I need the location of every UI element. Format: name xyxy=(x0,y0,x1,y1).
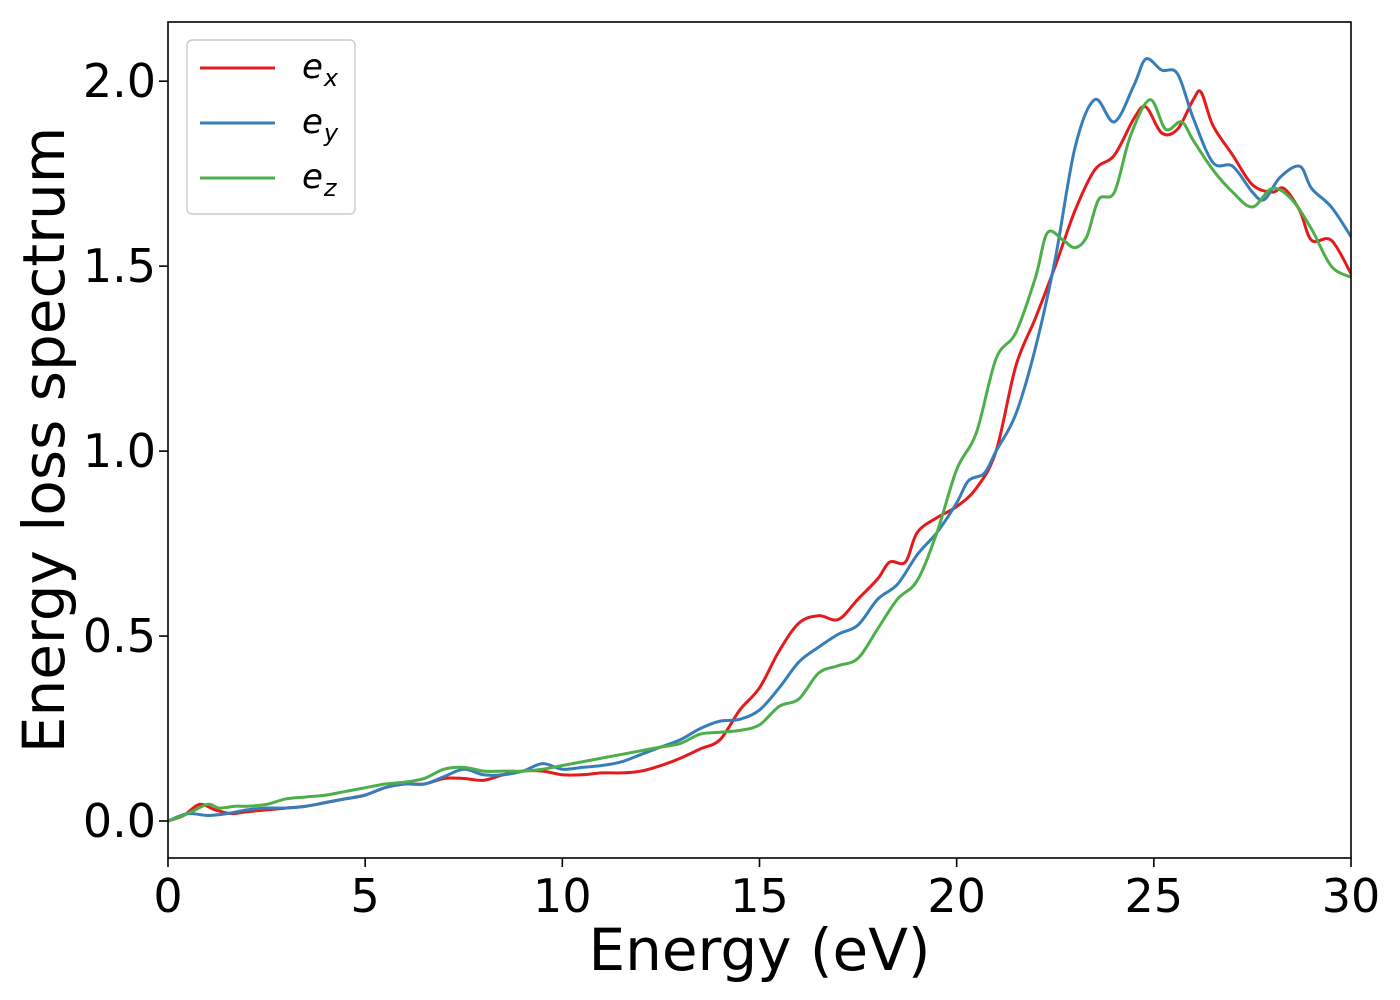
y-axis-ticks: 0.0 0.5 1.0 1.5 2.0 xyxy=(83,54,168,848)
x-tick-label: 5 xyxy=(351,869,380,923)
x-axis-ticks: 0 5 10 15 20 25 30 xyxy=(153,858,1380,923)
legend-box xyxy=(186,39,356,215)
legend-label: ex xyxy=(302,47,339,92)
x-tick-label: 30 xyxy=(1322,869,1381,923)
y-tick-label: 0.5 xyxy=(83,609,156,663)
x-tick-label: 25 xyxy=(1125,869,1184,923)
legend-entry-e-y: ey xyxy=(200,102,339,147)
series-line-e-y xyxy=(168,57,1351,823)
y-tick-label: 1.5 xyxy=(83,239,156,293)
series-layer xyxy=(168,57,1351,823)
y-axis-title: Energy loss spectrum xyxy=(10,127,78,753)
legend-label: ey xyxy=(302,102,339,147)
x-tick-label: 20 xyxy=(927,869,986,923)
y-tick-label: 1.0 xyxy=(83,424,156,478)
series-line-e-z xyxy=(168,98,1351,823)
x-tick-label: 0 xyxy=(153,869,182,923)
x-tick-label: 10 xyxy=(533,869,592,923)
x-axis-title: Energy (eV) xyxy=(588,916,930,984)
y-tick-label: 0.0 xyxy=(83,794,156,848)
legend-entry-e-x: ex xyxy=(200,47,339,92)
y-tick-label: 2.0 xyxy=(83,54,156,108)
x-tick-label: 15 xyxy=(730,869,789,923)
